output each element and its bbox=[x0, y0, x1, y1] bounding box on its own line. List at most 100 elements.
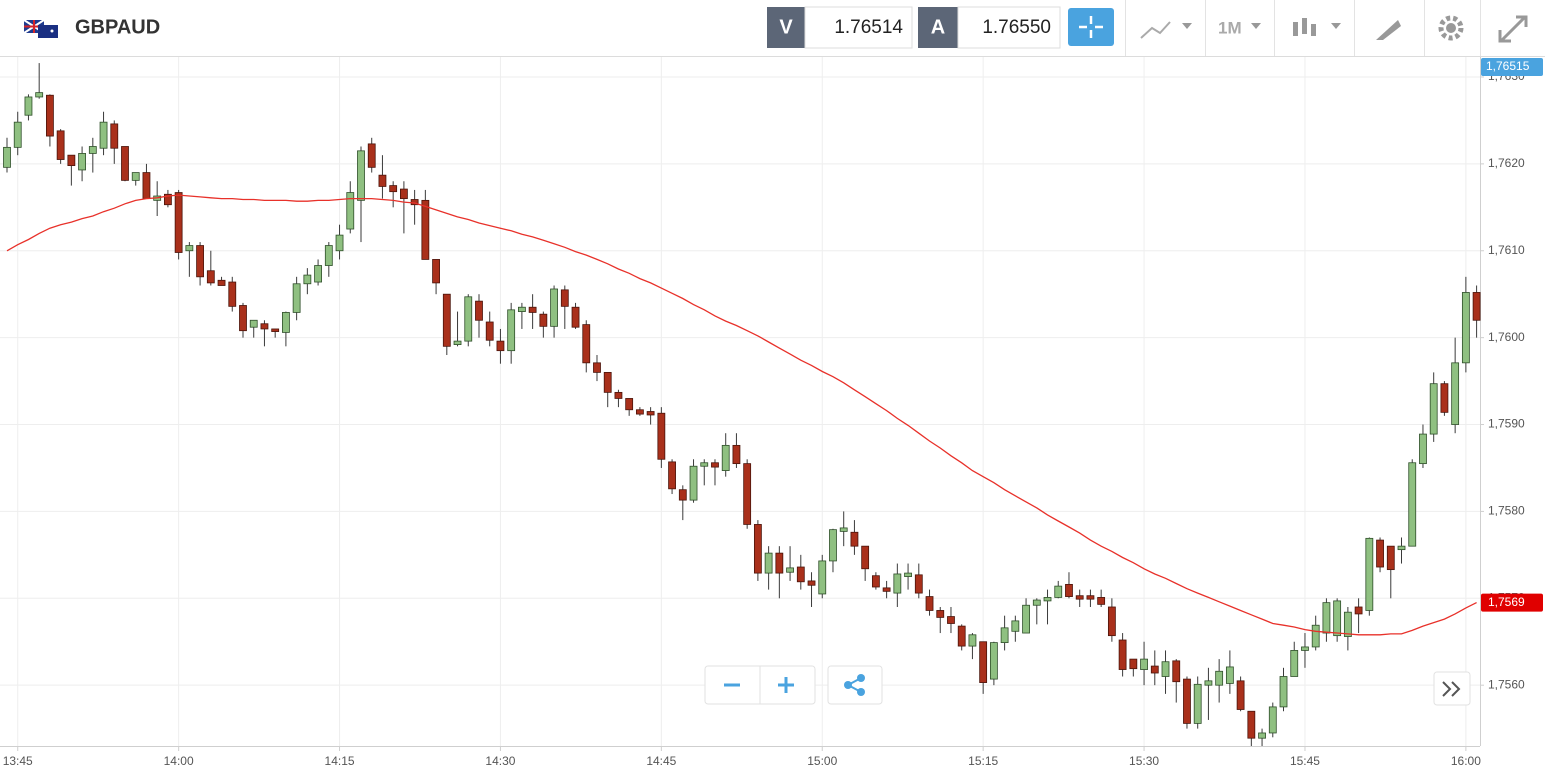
candle-body bbox=[1354, 606, 1363, 615]
candle-body bbox=[893, 573, 902, 594]
candle-body bbox=[1193, 683, 1202, 724]
candle-body bbox=[324, 245, 333, 266]
candle-body bbox=[753, 524, 762, 574]
candle-body bbox=[464, 296, 473, 342]
crosshair-icon bbox=[1079, 16, 1103, 38]
candle-body bbox=[1451, 362, 1460, 425]
ask-badge[interactable] bbox=[918, 7, 958, 48]
candle-body bbox=[1461, 292, 1470, 364]
candle-body bbox=[1397, 545, 1406, 551]
candle-body bbox=[1075, 595, 1084, 600]
candle-body bbox=[271, 328, 280, 332]
candle-body bbox=[1258, 732, 1266, 739]
crosshair-button[interactable] bbox=[1068, 8, 1114, 46]
candle-body bbox=[249, 319, 258, 328]
candle-body bbox=[1408, 462, 1417, 547]
candle-body bbox=[796, 566, 805, 583]
x-tick-label: 15:30 bbox=[1129, 754, 1159, 768]
timeframe[interactable]: 1M bbox=[1218, 18, 1242, 37]
scroll-right[interactable] bbox=[1442, 681, 1461, 697]
candles-icon[interactable] bbox=[1293, 18, 1316, 36]
candle-body bbox=[646, 411, 655, 416]
candle-body bbox=[1054, 585, 1063, 598]
ask-box[interactable] bbox=[957, 6, 1061, 49]
candle-body bbox=[1107, 606, 1116, 637]
candle-body bbox=[507, 309, 516, 352]
candle-body bbox=[979, 641, 988, 683]
candle-body bbox=[78, 153, 86, 171]
candle-body bbox=[1065, 583, 1073, 597]
candle-body bbox=[1236, 680, 1245, 710]
candle-body bbox=[560, 289, 569, 307]
candle-body bbox=[657, 412, 666, 460]
candle-body bbox=[764, 552, 773, 574]
candle-body bbox=[882, 587, 891, 592]
candle-body bbox=[775, 552, 784, 574]
candle-body bbox=[1268, 706, 1277, 734]
draw-icon[interactable] bbox=[1376, 20, 1401, 40]
flag-star bbox=[50, 29, 54, 33]
candle-body bbox=[1161, 661, 1170, 677]
x-tick-label: 14:30 bbox=[485, 754, 515, 768]
average-price-label: 1,7569 bbox=[1488, 595, 1525, 609]
candle-body bbox=[711, 462, 719, 468]
candle-body bbox=[217, 279, 226, 286]
candle-body bbox=[807, 580, 816, 586]
candle-body bbox=[839, 527, 848, 532]
candle-body bbox=[936, 610, 945, 618]
bid-badge[interactable] bbox=[767, 7, 805, 48]
x-tick-label: 15:15 bbox=[968, 754, 998, 768]
plot-area: 1,75601,75701,75801,75901,76001,76101,76… bbox=[0, 57, 1543, 768]
candle-body bbox=[110, 123, 119, 149]
candle-body bbox=[335, 234, 344, 252]
candle-body bbox=[678, 489, 687, 501]
y-tick-label: 1,7580 bbox=[1488, 504, 1525, 518]
candle-body bbox=[13, 121, 22, 148]
candle-body bbox=[914, 574, 923, 594]
symbol: GBPAUD bbox=[75, 16, 160, 38]
candle-body bbox=[861, 545, 870, 570]
current-price-box bbox=[1481, 58, 1543, 76]
zoom-in[interactable] bbox=[778, 677, 794, 693]
current-price-label: 1,76515 bbox=[1486, 59, 1530, 73]
candle-body bbox=[56, 130, 65, 160]
candle-body bbox=[196, 245, 204, 278]
candle-body bbox=[786, 567, 794, 573]
candle-body bbox=[1343, 611, 1352, 637]
chart-type-icon[interactable] bbox=[1140, 21, 1171, 39]
header: GBPAUD V 1.76514 A 1.76550 1M bbox=[0, 0, 1545, 57]
candle-body bbox=[367, 143, 376, 168]
candle-body bbox=[925, 596, 934, 611]
x-tick-label: 15:45 bbox=[1290, 754, 1320, 768]
candle-body bbox=[206, 270, 215, 284]
candle-body bbox=[35, 92, 44, 98]
candle-body bbox=[121, 146, 129, 181]
candle-body bbox=[550, 288, 558, 327]
settings-icon[interactable] bbox=[1438, 15, 1464, 41]
candle-body bbox=[1290, 650, 1299, 677]
candle-body bbox=[721, 444, 730, 471]
candle-body bbox=[635, 409, 644, 415]
candle-body bbox=[1429, 383, 1438, 435]
candle-body bbox=[282, 312, 290, 333]
fullscreen-icon[interactable] bbox=[1498, 15, 1528, 43]
candle-body bbox=[700, 462, 709, 467]
candle-body bbox=[475, 300, 483, 321]
candle-body bbox=[1215, 670, 1224, 686]
candle-body bbox=[517, 306, 526, 312]
candle-body bbox=[614, 391, 623, 399]
candle-body bbox=[496, 340, 505, 352]
candle-body bbox=[668, 461, 676, 490]
candle-body bbox=[442, 293, 451, 347]
bid-box[interactable] bbox=[804, 6, 913, 49]
candle-body bbox=[603, 371, 612, 393]
ask-price: 1.76550 bbox=[982, 17, 1051, 38]
dropdown-arrow bbox=[1331, 23, 1341, 29]
share-icon[interactable] bbox=[844, 674, 865, 696]
y-tick-label: 1,7560 bbox=[1488, 677, 1525, 691]
candle-body bbox=[185, 245, 194, 252]
candle-body bbox=[1376, 539, 1384, 568]
flag bbox=[23, 19, 58, 38]
candle-body bbox=[357, 150, 365, 201]
candle-body bbox=[46, 94, 54, 137]
